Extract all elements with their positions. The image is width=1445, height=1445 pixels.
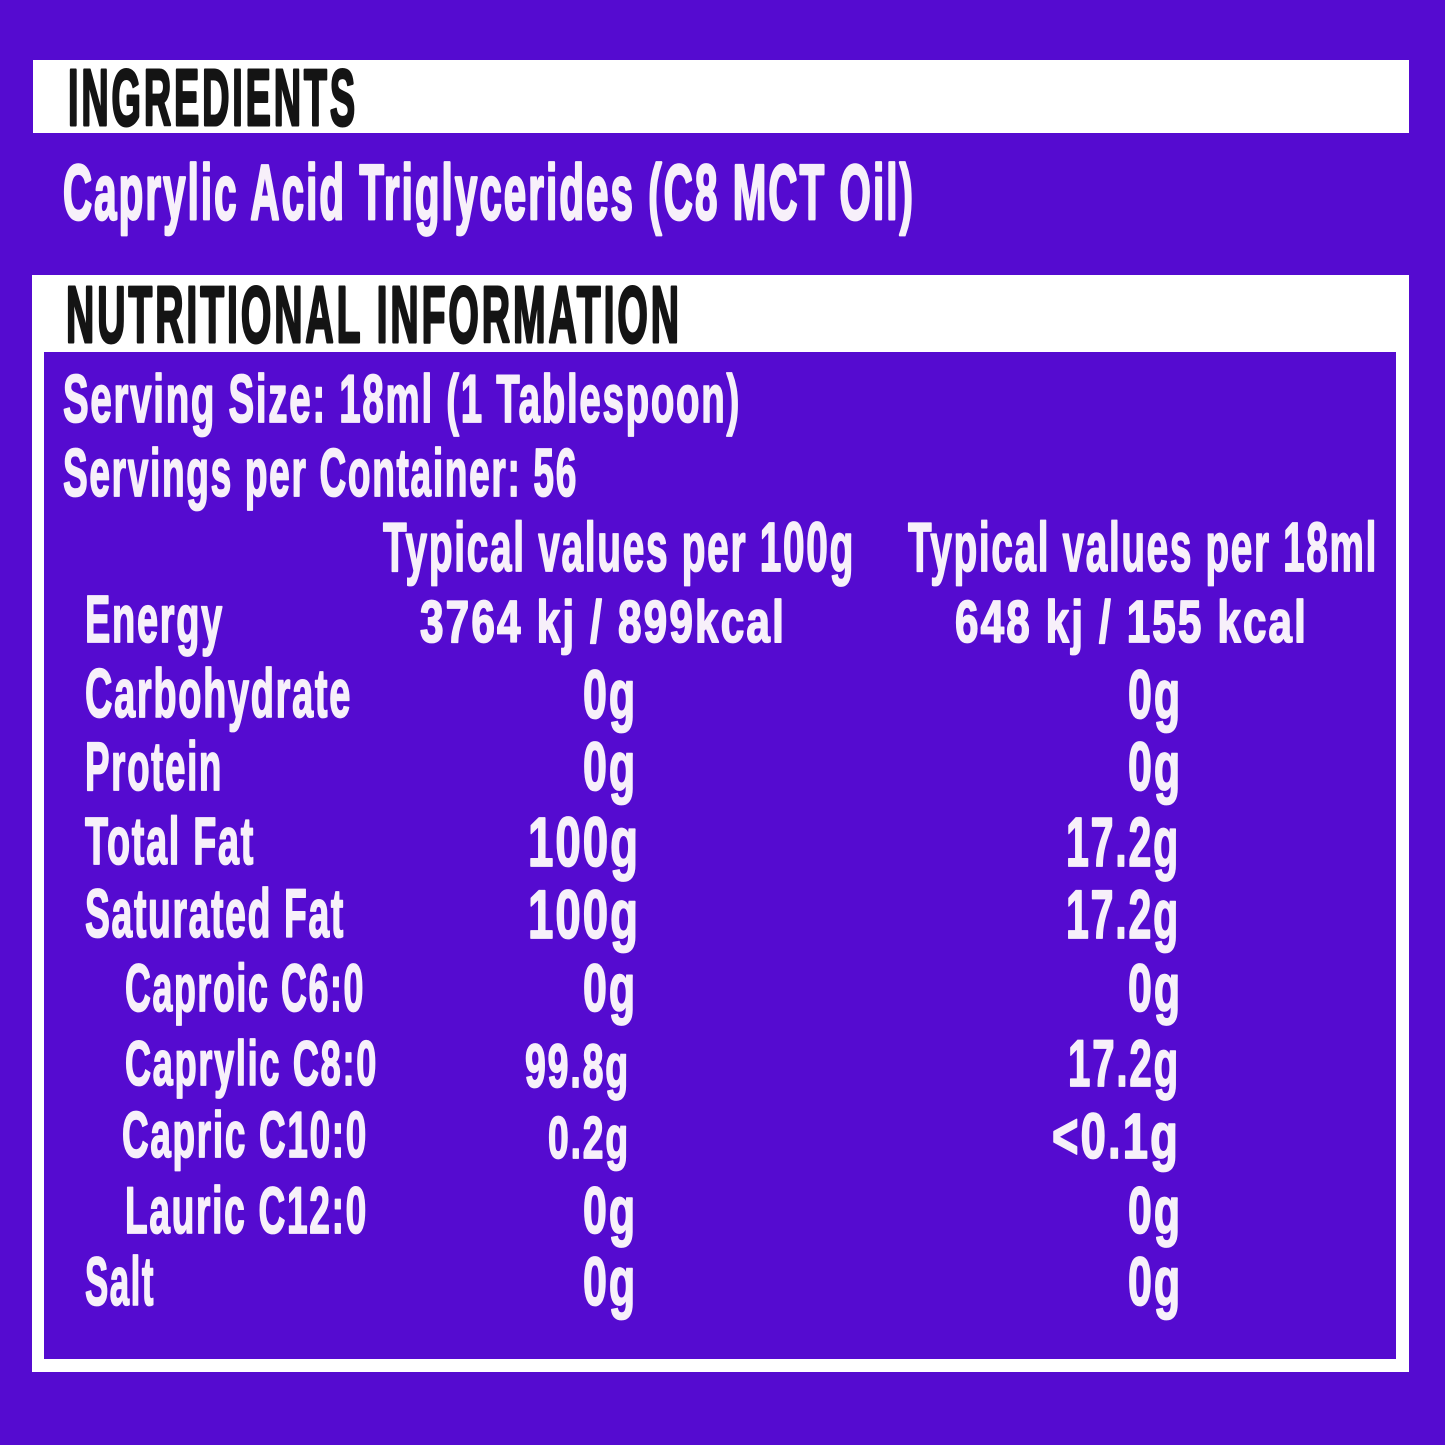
svg-text:0g: 0g: [583, 951, 637, 1026]
svg-text:0g: 0g: [583, 1174, 637, 1247]
svg-text:Typical values per 18ml: Typical values per 18ml: [908, 508, 1378, 586]
svg-text:Serving Size: 18ml (1 Tablespo: Serving Size: 18ml (1 Tablespoon): [63, 362, 741, 437]
svg-text:Carbohydrate: Carbohydrate: [85, 655, 352, 732]
svg-text:0.2g: 0.2g: [548, 1105, 630, 1171]
svg-text:17.2g: 17.2g: [1066, 876, 1180, 953]
svg-text:3764 kj / 899kcal: 3764 kj / 899kcal: [420, 589, 786, 655]
svg-text:100g: 100g: [528, 876, 640, 953]
svg-text:0g: 0g: [583, 728, 637, 805]
svg-text:Typical values per 100g: Typical values per 100g: [383, 508, 855, 586]
svg-text:100g: 100g: [528, 803, 640, 881]
svg-text:Lauric C12:0: Lauric C12:0: [125, 1174, 368, 1247]
svg-text:Saturated Fat: Saturated Fat: [85, 875, 345, 952]
svg-text:0g: 0g: [1128, 1243, 1182, 1320]
svg-text:NUTRITIONAL INFORMATION: NUTRITIONAL INFORMATION: [66, 270, 682, 359]
svg-text:Total Fat: Total Fat: [85, 804, 255, 879]
svg-text:Protein: Protein: [85, 728, 223, 805]
svg-text:<0.1g: <0.1g: [1052, 1100, 1180, 1172]
svg-text:Caprylic Acid Triglycerides (C: Caprylic Acid Triglycerides (C8 MCT Oil): [63, 148, 915, 236]
svg-text:Energy: Energy: [85, 582, 224, 657]
svg-text:0g: 0g: [1128, 728, 1182, 805]
svg-text:17.2g: 17.2g: [1068, 1026, 1180, 1100]
svg-text:0g: 0g: [583, 656, 637, 733]
svg-text:Servings per Container: 56: Servings per Container: 56: [63, 436, 578, 511]
svg-text:99.8g: 99.8g: [525, 1032, 630, 1100]
svg-text:Caprylic C8:0: Caprylic C8:0: [125, 1029, 378, 1099]
svg-text:17.2g: 17.2g: [1066, 803, 1180, 881]
svg-text:0g: 0g: [1128, 951, 1182, 1026]
svg-text:0g: 0g: [1128, 656, 1182, 733]
svg-text:INGREDIENTS: INGREDIENTS: [68, 53, 358, 142]
svg-text:Capric C10:0: Capric C10:0: [122, 1099, 368, 1171]
svg-text:0g: 0g: [583, 1243, 637, 1320]
svg-text:648 kj / 155 kcal: 648 kj / 155 kcal: [955, 589, 1308, 655]
svg-text:Salt: Salt: [85, 1243, 155, 1320]
svg-text:Caproic C6:0: Caproic C6:0: [125, 951, 365, 1026]
svg-text:0g: 0g: [1128, 1174, 1182, 1247]
